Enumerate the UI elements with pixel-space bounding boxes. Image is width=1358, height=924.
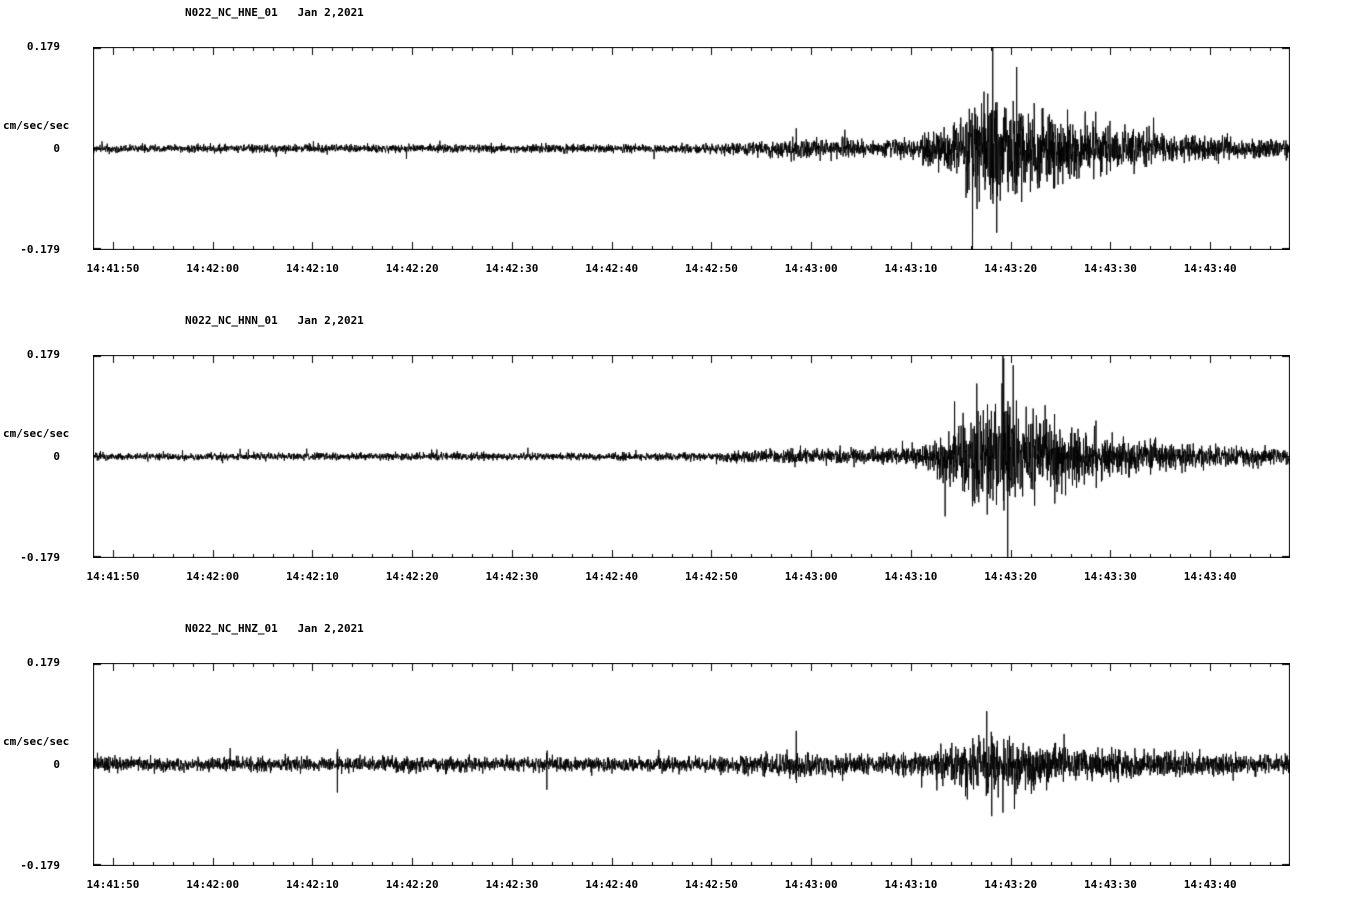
x-tick-label: 14:42:40 <box>585 878 639 891</box>
seismogram-panel-hnz: N022_NC_HNZ_01 Jan 2,2021 0.179 cm/sec/s… <box>0 616 1358 924</box>
seismogram-canvas <box>93 663 1290 866</box>
x-tick-label: 14:42:00 <box>186 570 240 583</box>
y-axis-units-label: cm/sec/sec <box>3 427 70 440</box>
y-tick-label-max: 0.179 <box>26 40 60 53</box>
x-tick-label: 14:43:40 <box>1183 878 1237 891</box>
seismogram-panel-hne: N022_NC_HNE_01 Jan 2,2021 0.179 cm/sec/s… <box>0 0 1358 308</box>
seismogram-canvas <box>93 355 1290 558</box>
seismogram-canvas <box>93 47 1290 250</box>
x-tick-label: 14:42:40 <box>585 262 639 275</box>
y-tick-label-zero: 0 <box>53 758 60 771</box>
x-tick-label: 14:41:50 <box>86 570 140 583</box>
x-tick-label: 14:43:40 <box>1183 570 1237 583</box>
x-tick-label: 14:43:20 <box>984 878 1038 891</box>
x-tick-label: 14:43:00 <box>784 878 838 891</box>
x-tick-label: 14:42:20 <box>385 878 439 891</box>
x-tick-label: 14:42:10 <box>285 262 339 275</box>
trace-title: N022_NC_HNN_01 Jan 2,2021 <box>185 314 364 327</box>
trace-title: N022_NC_HNE_01 Jan 2,2021 <box>185 6 364 19</box>
x-tick-label: 14:41:50 <box>86 262 140 275</box>
x-tick-label: 14:42:00 <box>186 878 240 891</box>
x-tick-label: 14:41:50 <box>86 878 140 891</box>
y-tick-label-zero: 0 <box>53 142 60 155</box>
y-tick-label-max: 0.179 <box>26 348 60 361</box>
x-tick-label: 14:42:10 <box>285 570 339 583</box>
x-tick-label: 14:43:20 <box>984 262 1038 275</box>
x-tick-label: 14:42:40 <box>585 570 639 583</box>
x-tick-label: 14:42:00 <box>186 262 240 275</box>
x-tick-label: 14:42:10 <box>285 878 339 891</box>
y-tick-label-min: -0.179 <box>20 551 60 564</box>
y-axis-units-label: cm/sec/sec <box>3 119 70 132</box>
x-tick-label: 14:42:50 <box>684 570 738 583</box>
x-tick-label: 14:42:20 <box>385 262 439 275</box>
x-tick-label: 14:42:30 <box>485 262 539 275</box>
seismogram-panel-hnn: N022_NC_HNN_01 Jan 2,2021 0.179 cm/sec/s… <box>0 308 1358 616</box>
x-tick-label: 14:43:20 <box>984 570 1038 583</box>
y-tick-label-zero: 0 <box>53 450 60 463</box>
x-tick-label: 14:43:00 <box>784 570 838 583</box>
x-tick-label: 14:43:30 <box>1083 878 1137 891</box>
x-tick-label: 14:43:10 <box>884 878 938 891</box>
x-tick-label: 14:42:30 <box>485 570 539 583</box>
x-tick-label: 14:43:00 <box>784 262 838 275</box>
x-tick-label: 14:43:10 <box>884 262 938 275</box>
y-axis-units-label: cm/sec/sec <box>3 735 70 748</box>
x-tick-label: 14:43:30 <box>1083 262 1137 275</box>
y-tick-label-min: -0.179 <box>20 243 60 256</box>
x-tick-label: 14:42:20 <box>385 570 439 583</box>
y-tick-label-min: -0.179 <box>20 859 60 872</box>
x-tick-label: 14:43:10 <box>884 570 938 583</box>
y-tick-label-max: 0.179 <box>26 656 60 669</box>
x-tick-label: 14:43:30 <box>1083 570 1137 583</box>
x-tick-label: 14:43:40 <box>1183 262 1237 275</box>
trace-title: N022_NC_HNZ_01 Jan 2,2021 <box>185 622 364 635</box>
x-tick-label: 14:42:50 <box>684 878 738 891</box>
x-tick-label: 14:42:50 <box>684 262 738 275</box>
x-tick-label: 14:42:30 <box>485 878 539 891</box>
